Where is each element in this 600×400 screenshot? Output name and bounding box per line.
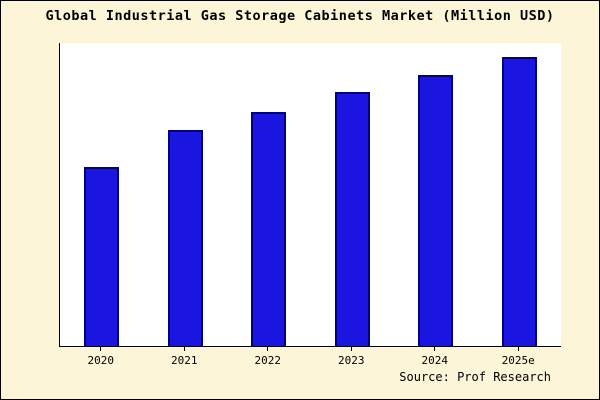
bar-slot [144, 43, 228, 346]
bar-slot [60, 43, 144, 346]
bar-2022 [251, 112, 287, 346]
x-tick-label: 2024 [421, 354, 449, 367]
x-tick: 2022 [226, 347, 310, 367]
bar-slot [311, 43, 395, 346]
bar-2023 [334, 92, 370, 346]
bar-2020 [84, 167, 120, 346]
x-tick-label: 2020 [87, 354, 115, 367]
bar-2024 [418, 74, 454, 346]
x-tick: 2025e [477, 347, 561, 367]
bar-slot [394, 43, 478, 346]
chart-title: Global Industrial Gas Storage Cabinets M… [45, 8, 555, 24]
x-tick-label: 2021 [171, 354, 198, 367]
x-tick: 2021 [143, 347, 227, 367]
x-tick-label: 2025e [501, 354, 535, 367]
x-tick: 2023 [310, 347, 394, 367]
tick-mark [267, 347, 269, 351]
bar-slot [478, 43, 562, 346]
x-tick: 2020 [59, 347, 143, 367]
tick-mark [517, 347, 519, 351]
x-tick-label: 2022 [254, 354, 282, 367]
bar-slot [227, 43, 311, 346]
x-tick: 2024 [393, 347, 477, 367]
source-note: Source: Prof Research [399, 370, 551, 384]
plot-area [59, 43, 561, 347]
x-axis-labels: 2020 2021 2022 2023 2024 2025e [59, 347, 560, 367]
bar-2025e [501, 57, 537, 346]
bar-2021 [167, 129, 203, 346]
x-tick-label: 2023 [338, 354, 365, 367]
tick-mark [183, 347, 185, 351]
tick-mark [100, 347, 102, 351]
tick-mark [434, 347, 436, 351]
tick-mark [350, 347, 352, 351]
